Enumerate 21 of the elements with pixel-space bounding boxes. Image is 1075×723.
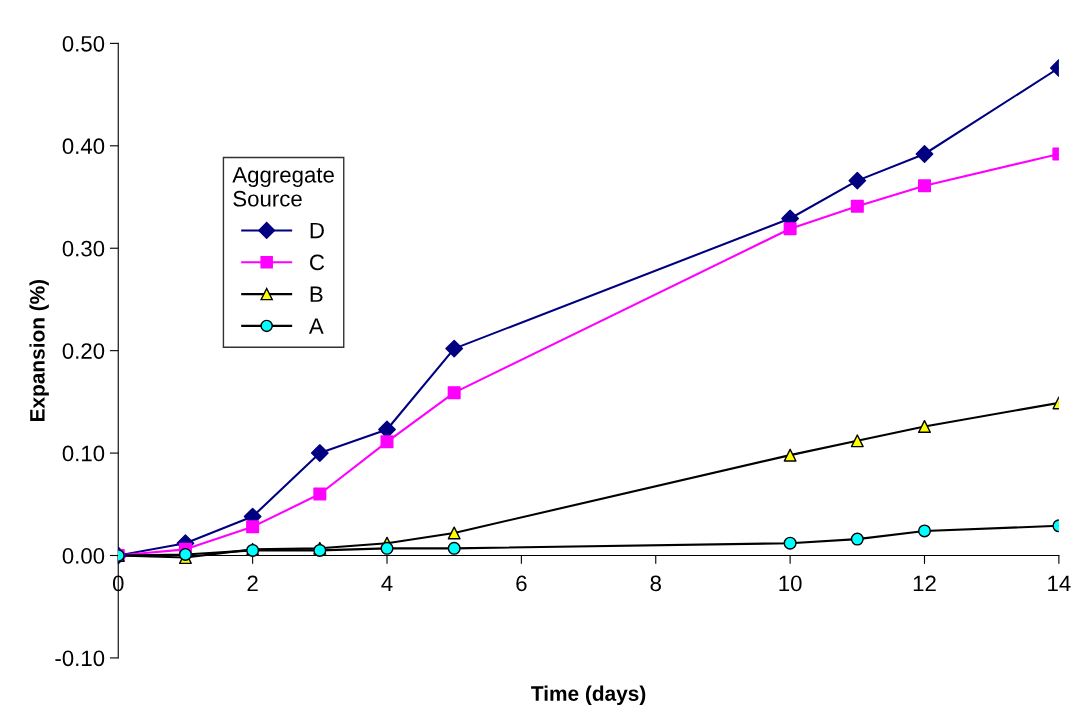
legend-label: B xyxy=(310,286,323,302)
x-tick-label: 8 xyxy=(650,575,661,592)
x-tick-label: 4 xyxy=(381,575,393,592)
x-tick-label: 6 xyxy=(516,575,527,592)
x-tick-label: 2 xyxy=(247,575,258,592)
y-tick-label: 0.10 xyxy=(62,445,105,462)
y-tick-label: 0.50 xyxy=(62,35,105,52)
y-tick-label: 0.20 xyxy=(62,343,105,359)
x-tick-label: 14 xyxy=(1048,575,1071,592)
legend-label: A xyxy=(308,318,324,334)
y-tick-label: 0.30 xyxy=(62,240,105,257)
x-axis-title: Time (days) xyxy=(531,685,646,706)
y-axis-title: Expansion (%) xyxy=(29,279,49,422)
legend-label: D xyxy=(310,222,324,239)
y-tick-label: -0.10 xyxy=(55,650,105,667)
y-tick-label: 0.40 xyxy=(62,138,105,155)
y-tick-label: 0.00 xyxy=(62,548,105,564)
x-tick-label: 10 xyxy=(779,575,802,592)
x-tick-label: 12 xyxy=(913,575,936,592)
legend-label: C xyxy=(310,254,325,271)
legend-title: Aggregate Source xyxy=(232,167,334,207)
